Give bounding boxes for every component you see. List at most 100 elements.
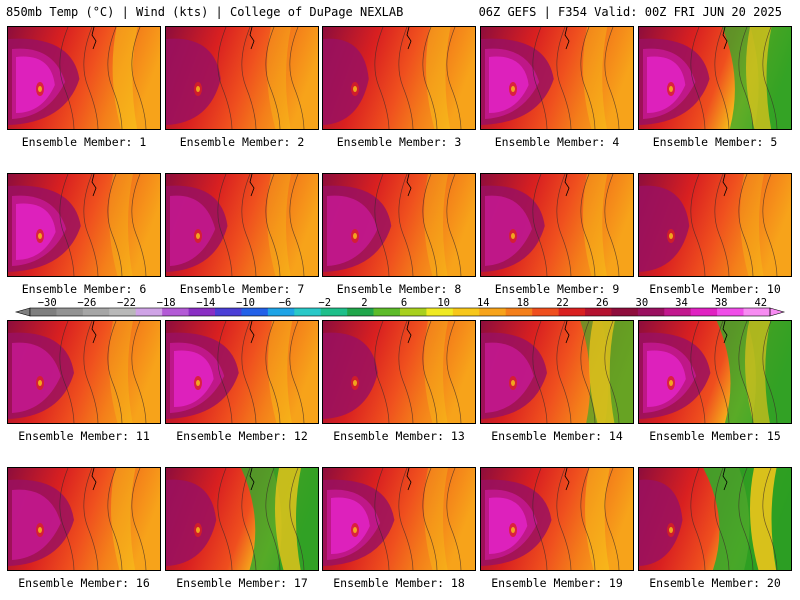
ensemble-panel-19 [480, 467, 634, 571]
colorbar-swatch [215, 308, 242, 316]
ensemble-panel-3 [322, 26, 476, 130]
ensemble-panel-18 [322, 467, 476, 571]
ensemble-member-label: Ensemble Member: 4 [494, 135, 620, 149]
colorbar-swatch [664, 308, 692, 316]
ensemble-member-label: Ensemble Member: 20 [649, 576, 781, 590]
colorbar-swatch [585, 308, 612, 316]
colorbar-swatch [267, 308, 295, 316]
temperature-field-map [481, 468, 633, 570]
temperature-field-map [323, 321, 475, 423]
ensemble-member-label: Ensemble Member: 6 [21, 282, 147, 296]
ensemble-member-label: Ensemble Member: 18 [333, 576, 465, 590]
ensemble-panel-17 [165, 467, 319, 571]
model-run-label: 06Z GEFS | F354 Valid: 00Z FRI JUN 20 20… [478, 5, 782, 19]
colorbar-swatch [162, 308, 189, 316]
colorbar-swatch [505, 308, 533, 316]
ensemble-panel-9 [480, 173, 634, 277]
colorbar-tick-label: 34 [675, 298, 688, 309]
colorbar-swatch [400, 308, 427, 316]
ensemble-member-label: Ensemble Member: 16 [18, 576, 150, 590]
temperature-field-map [8, 468, 160, 570]
colorbar-tick-label: 30 [636, 298, 649, 309]
temperature-field-map [639, 27, 791, 129]
ensemble-panel-2 [165, 26, 319, 130]
temperature-field-map [8, 27, 160, 129]
temperature-field-map [8, 321, 160, 423]
colorbar-tick-label: −22 [117, 298, 136, 309]
ensemble-member-label: Ensemble Member: 2 [179, 135, 305, 149]
colorbar-swatch [426, 308, 454, 316]
ensemble-panel-20 [638, 467, 792, 571]
ensemble-panel-13 [322, 320, 476, 424]
ensemble-panel-1 [7, 26, 161, 130]
temperature-field-map [639, 174, 791, 276]
temperature-field-map [481, 321, 633, 423]
colorbar-swatch [717, 308, 744, 316]
colorbar-swatch [30, 308, 57, 316]
ensemble-member-label: Ensemble Member: 3 [336, 135, 462, 149]
colorbar-tick-label: 10 [437, 298, 450, 309]
ensemble-panel-5 [638, 26, 792, 130]
colorbar-swatch [135, 308, 163, 316]
colorbar-tick-label: −2 [318, 298, 331, 309]
ensemble-panel-4 [480, 26, 634, 130]
colorbar-tick-label: 42 [754, 298, 767, 309]
temperature-field-map [166, 468, 318, 570]
colorbar-swatch [294, 308, 322, 316]
map-title: 850mb Temp (°C) | Wind (kts) | College o… [6, 5, 404, 19]
temperature-field-map [639, 468, 791, 570]
temperature-colorbar: −30 −26 −22 −18 −14 −10 −6 −2 2 6 10 14 18 22 26 30 34 38… [14, 298, 786, 317]
ensemble-panel-15 [638, 320, 792, 424]
ensemble-panel-11 [7, 320, 161, 424]
colorbar-swatch [452, 308, 480, 316]
ensemble-member-label: Ensemble Member: 11 [18, 429, 150, 443]
ensemble-member-label: Ensemble Member: 10 [649, 282, 781, 296]
temperature-field-map [639, 321, 791, 423]
colorbar-swatch [373, 308, 401, 316]
colorbar-tick-label: −6 [279, 298, 292, 309]
temperature-field-map [166, 174, 318, 276]
temperature-field-map [481, 174, 633, 276]
ensemble-member-label: Ensemble Member: 14 [491, 429, 623, 443]
colorbar-tick-label: 26 [596, 298, 609, 309]
colorbar-tick-label: −10 [236, 298, 255, 309]
colorbar-swatch [56, 308, 84, 316]
colorbar-swatch [611, 308, 639, 316]
ensemble-member-label: Ensemble Member: 12 [176, 429, 308, 443]
colorbar-tick-label: 22 [556, 298, 569, 309]
colorbar-tick-label: −14 [196, 298, 215, 309]
temperature-field-map [481, 27, 633, 129]
ensemble-member-label: Ensemble Member: 19 [491, 576, 623, 590]
ensemble-panel-12 [165, 320, 319, 424]
colorbar-tick-label: 18 [517, 298, 530, 309]
ensemble-member-label: Ensemble Member: 8 [336, 282, 462, 296]
ensemble-panel-14 [480, 320, 634, 424]
colorbar-tick-label: 2 [361, 298, 367, 309]
colorbar-tick-label: 14 [477, 298, 490, 309]
ensemble-member-label: Ensemble Member: 1 [21, 135, 147, 149]
colorbar-swatch [690, 308, 718, 316]
colorbar-tick-label: −18 [157, 298, 176, 309]
ensemble-member-label: Ensemble Member: 9 [494, 282, 620, 296]
colorbar-swatch [241, 308, 269, 316]
colorbar-swatch [188, 308, 216, 316]
ensemble-member-label: Ensemble Member: 7 [179, 282, 305, 296]
ensemble-panel-7 [165, 173, 319, 277]
temperature-field-map [323, 27, 475, 129]
colorbar-swatch [637, 308, 665, 316]
ensemble-panel-6 [7, 173, 161, 277]
ensemble-panel-8 [322, 173, 476, 277]
ensemble-panel-10 [638, 173, 792, 277]
temperature-field-map [8, 174, 160, 276]
temperature-field-map [323, 468, 475, 570]
colorbar-swatch [532, 308, 559, 316]
ensemble-member-label: Ensemble Member: 17 [176, 576, 308, 590]
colorbar-swatch [479, 308, 507, 316]
colorbar-swatch [320, 308, 348, 316]
colorbar-swatch [347, 308, 374, 316]
colorbar-swatch [558, 308, 586, 316]
colorbar-swatch [743, 308, 771, 316]
colorbar-swatch [82, 308, 110, 316]
colorbar-tick-label: −30 [38, 298, 57, 309]
ensemble-panel-16 [7, 467, 161, 571]
